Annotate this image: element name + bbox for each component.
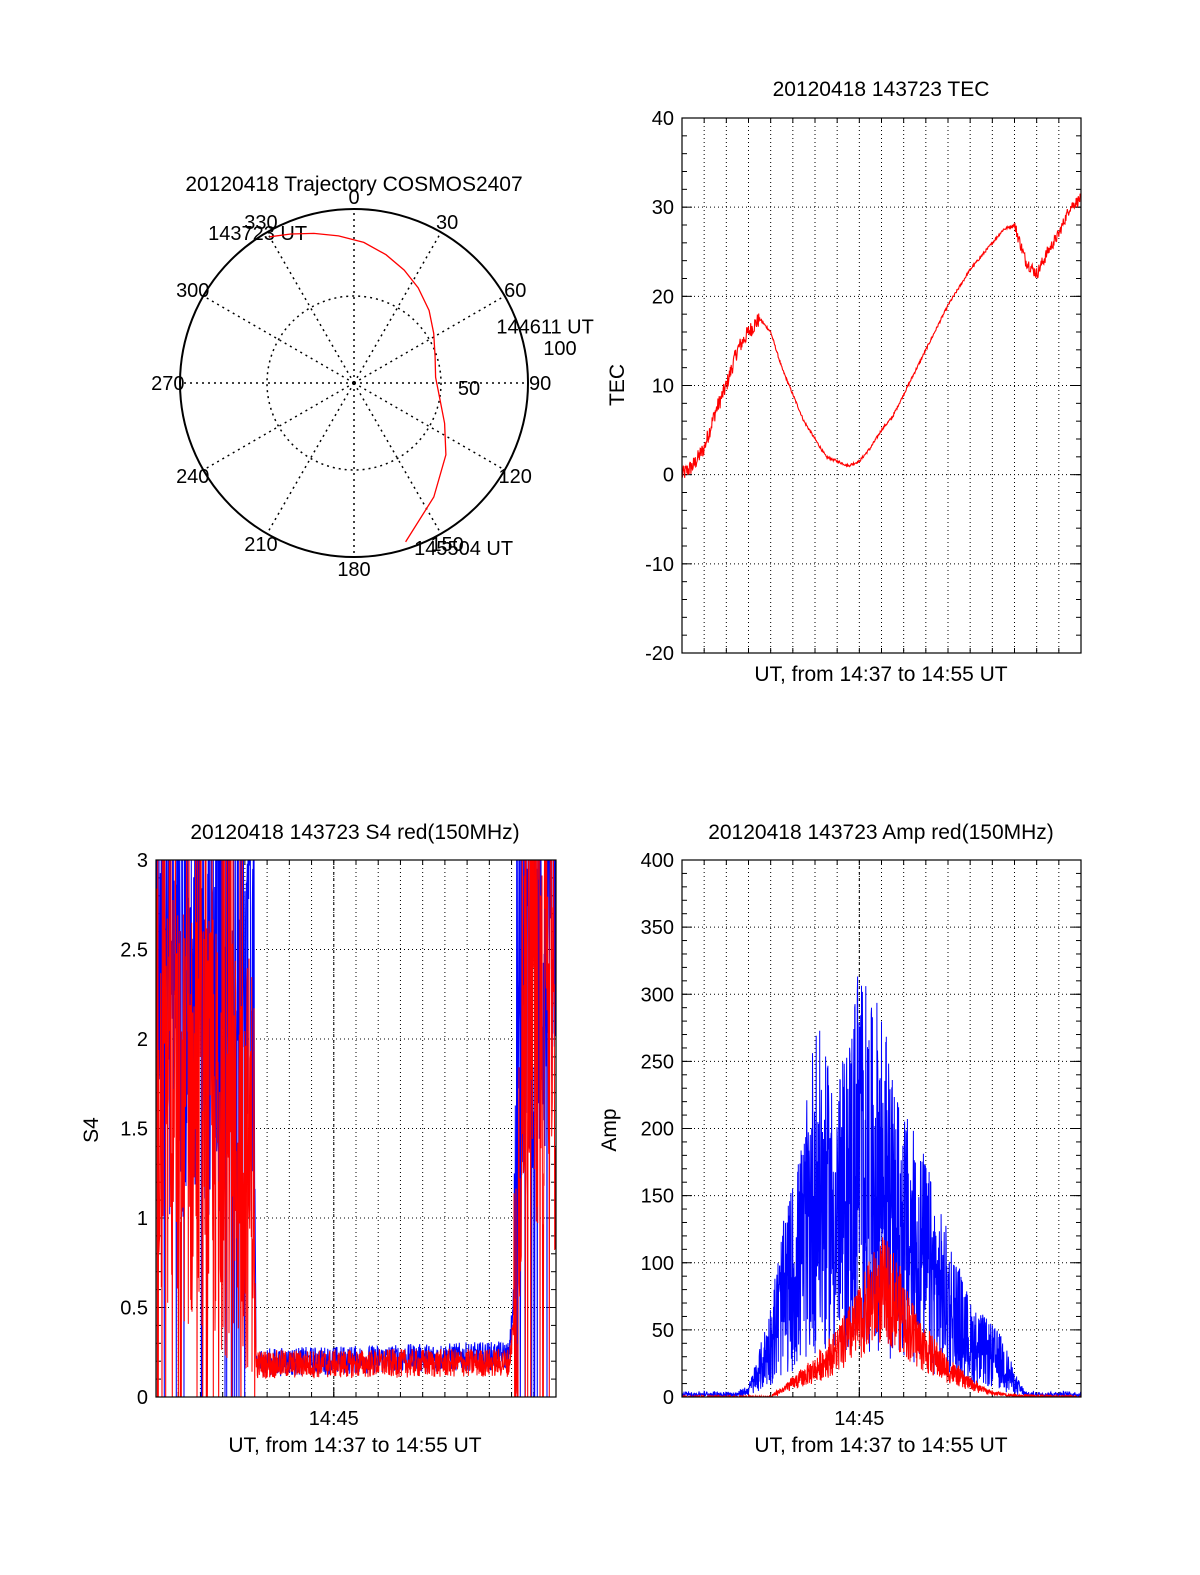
plot-frame [681, 117, 1082, 654]
trajectory-time-label: 145504 UT [414, 538, 513, 560]
trajectory-time-label: 143723 UT [208, 223, 307, 245]
angle-label: 150 [430, 534, 463, 556]
polar-spoke [266, 382, 355, 535]
s4-title: 20120418 143723 S4 red(150MHz) [190, 821, 519, 844]
y-tick-label: 0 [663, 1387, 674, 1409]
angle-label: 240 [176, 466, 209, 488]
trajectory-panel: 20120418 Trajectory COSMOS2407 0 30 60 90 12… [151, 173, 594, 581]
tec-title: 20120418 143723 TEC [773, 78, 990, 101]
s4-x-axis-label: UT, from 14:37 to 14:55 UT [228, 1434, 481, 1457]
polar-spoke [266, 231, 355, 384]
y-tick-label: 1.5 [120, 1119, 148, 1141]
tec-plot-area: -20 -10 0 10 20 30 40 [645, 108, 1082, 665]
angle-label: 330 [244, 212, 277, 234]
y-tick-label: 250 [641, 1051, 674, 1073]
y-tick-label: 0 [137, 1387, 148, 1409]
x-tick-label: 14:45 [834, 1408, 884, 1430]
angle-label: 90 [529, 373, 551, 395]
plot-frame [155, 859, 557, 1398]
polar-spoke [202, 382, 355, 471]
amp-title: 20120418 143723 Amp red(150MHz) [708, 821, 1054, 844]
y-tick-label: 40 [652, 108, 674, 130]
series-line-red [156, 860, 556, 1397]
polar-spoke [202, 295, 355, 384]
trajectory-title: 20120418 Trajectory COSMOS2407 [185, 173, 522, 196]
trajectory-series [269, 232, 447, 543]
y-tick-label: -20 [645, 643, 674, 665]
tec-x-axis-label: UT, from 14:37 to 14:55 UT [754, 663, 1007, 686]
polar-outer-ring [179, 208, 529, 558]
tec-panel: 20120418 143723 TEC -20 -10 0 10 20 30 40 UT, … [606, 78, 1082, 686]
angle-label: 180 [337, 559, 370, 581]
y-tick-label: 0.5 [120, 1298, 148, 1320]
angle-label: 270 [151, 373, 184, 395]
angle-label: 120 [499, 466, 532, 488]
polar-spoke [353, 295, 506, 384]
series-group [682, 193, 1081, 478]
radius-label: 50 [458, 378, 480, 400]
polar-inner-ring [266, 295, 442, 471]
x-tick-label: 14:45 [309, 1408, 359, 1430]
radius-label: 100 [543, 338, 576, 360]
y-tick-label: -10 [645, 554, 674, 576]
y-tick-label: 350 [641, 917, 674, 939]
y-tick-label: 200 [641, 1119, 674, 1141]
y-tick-label: 2 [137, 1029, 148, 1051]
y-tick-label: 150 [641, 1186, 674, 1208]
y-tick-label: 30 [652, 197, 674, 219]
tec-y-axis-label: TEC [606, 364, 629, 406]
y-tick-label: 20 [652, 286, 674, 308]
angle-label: 210 [244, 534, 277, 556]
angle-label: 0 [348, 187, 359, 209]
s4-y-axis-label: S4 [80, 1117, 103, 1143]
angle-label: 30 [436, 212, 458, 234]
series-group [682, 976, 1081, 1397]
series-line-red [682, 193, 1081, 478]
angle-label: 300 [176, 280, 209, 302]
amp-panel: 20120418 143723 Amp red(150MHz) 0 50 100 15… [598, 821, 1082, 1457]
angle-label: 60 [504, 280, 526, 302]
y-tick-label: 1 [137, 1208, 148, 1230]
polar-labels: 0 30 60 90 120 150 180 210 240 270 300 330 50 100 1437… [151, 187, 594, 581]
s4-plot-area: 0 0.5 1 1.5 2 2.5 3 14:45 [120, 850, 557, 1430]
series-group [156, 860, 556, 1397]
y-tick-label: 2.5 [120, 940, 148, 962]
series-line-blue [682, 976, 1081, 1397]
y-tick-label: 400 [641, 850, 674, 872]
trajectory-line [269, 232, 447, 543]
series-line-red [682, 1237, 1081, 1397]
polar-spoke [353, 231, 442, 384]
s4-panel: 20120418 143723 S4 red(150MHz) 0 0.5 1 1.5 2… [80, 821, 557, 1457]
y-tick-label: 10 [652, 376, 674, 398]
y-tick-label: 300 [641, 984, 674, 1006]
y-tick-label: 0 [663, 465, 674, 487]
plot-frame [681, 859, 1082, 1398]
polar-spoke [353, 382, 506, 471]
y-tick-label: 3 [137, 850, 148, 872]
y-tick-label: 50 [652, 1320, 674, 1342]
amp-y-axis-label: Amp [598, 1108, 621, 1151]
y-tick-label: 100 [641, 1253, 674, 1275]
amp-plot-area: 0 50 100 150 200 250 300 350 400 14:45 [641, 850, 1082, 1430]
trajectory-time-label: 144611 UT [496, 317, 593, 339]
amp-x-axis-label: UT, from 14:37 to 14:55 UT [754, 1434, 1007, 1457]
